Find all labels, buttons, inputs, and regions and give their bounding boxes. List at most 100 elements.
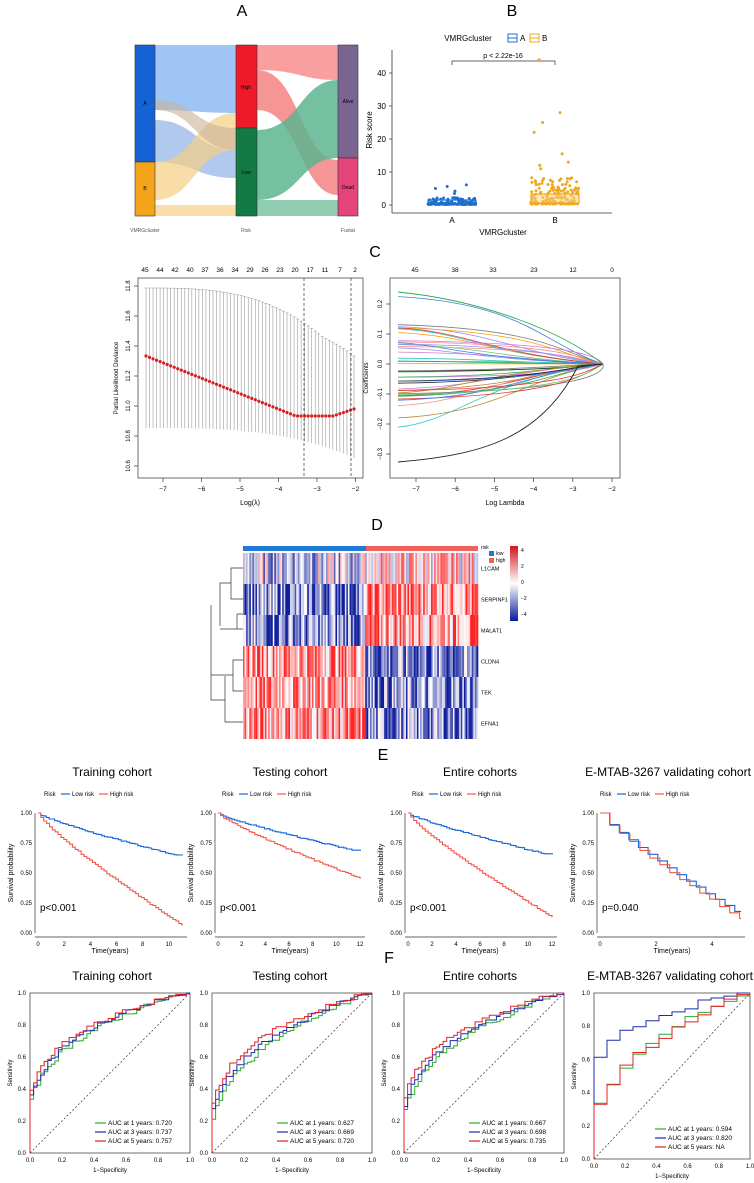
boxplot-xtick-b: B — [552, 216, 557, 225]
roc-xtick-label: 0.0 — [208, 1158, 217, 1164]
km-xtick-label: 6 — [115, 942, 119, 948]
roc-ytick-label: 0.8 — [200, 1023, 209, 1029]
cv-point — [239, 392, 243, 396]
heatmap-cell — [250, 677, 253, 708]
heatmap-cell — [258, 584, 261, 615]
heatmap-cell — [427, 708, 430, 739]
cv-point — [169, 364, 173, 368]
heatmap-cell — [351, 615, 353, 646]
heatmap-cell — [369, 553, 372, 584]
cv-point — [243, 393, 247, 398]
heatmap-cell — [418, 708, 421, 739]
heatmap-cell — [257, 615, 259, 646]
heatmap-cell — [305, 677, 308, 708]
heatmap-cell — [297, 615, 300, 646]
roc-xtick-label: 0.0 — [26, 1158, 35, 1164]
roc-ytick-label: 1.0 — [18, 991, 27, 997]
km-legend-high: High risk — [666, 792, 690, 798]
cv-point — [211, 381, 215, 385]
heatmap-cell — [423, 708, 426, 739]
heatmap-cell — [391, 584, 394, 615]
heatmap-cell — [321, 584, 324, 615]
coef-xtick-label: −3 — [569, 486, 577, 493]
km-legend-title: Risk — [222, 792, 235, 798]
roc-frame — [403, 992, 565, 1154]
heatmap-cell — [275, 584, 278, 615]
roc-xtick-label: 0.6 — [496, 1158, 505, 1164]
roc-xtick-label: 0.4 — [90, 1158, 99, 1164]
heatmap-cell — [407, 615, 410, 646]
heatmap-cell — [456, 553, 458, 584]
heatmap-cell — [271, 708, 274, 739]
heatmap-cell — [374, 708, 377, 739]
heatmap-cell — [305, 553, 308, 584]
heatmap-cell — [429, 615, 432, 646]
flow-high-alive — [257, 45, 338, 80]
heatmap-cell — [446, 646, 449, 677]
heatmap-cell — [449, 553, 452, 584]
heatmap-cell — [252, 584, 255, 615]
heatmap-cell — [255, 553, 258, 584]
heatmap-cell — [431, 646, 433, 677]
heatmap-cell — [471, 708, 474, 739]
heatmap-cell — [261, 646, 264, 677]
km-xtick-label: 8 — [311, 942, 315, 948]
heatmap-cell — [445, 615, 447, 646]
coef-path — [397, 363, 604, 382]
cv-top-tick: 26 — [261, 267, 269, 274]
heatmap-cell — [399, 646, 402, 677]
roc-ytick-label: 0.2 — [200, 1119, 209, 1125]
heatmap-cell — [258, 708, 261, 739]
boxplot-ytick-label: 30 — [377, 102, 386, 111]
heatmap-cell — [471, 646, 474, 677]
heatmap-cell — [401, 646, 404, 677]
heatmap-cell — [305, 615, 308, 646]
heatmap-cell — [401, 708, 404, 739]
heatmap-cell — [307, 708, 310, 739]
heatmap-cell — [387, 584, 389, 615]
heatmap-cell — [346, 615, 349, 646]
coef-path — [397, 343, 604, 365]
boxplot-point-a — [464, 183, 468, 187]
heatmap-cell — [355, 615, 358, 646]
heatmap-cell — [349, 553, 352, 584]
km-ytick-label: 0.50 — [582, 871, 594, 877]
km-xtick-label: 12 — [357, 942, 364, 948]
heatmap-cell — [426, 646, 429, 677]
heatmap-cell — [266, 615, 269, 646]
heatmap-cell — [373, 615, 375, 646]
heatmap-cell — [407, 646, 410, 677]
heatmap-cell — [351, 584, 353, 615]
heatmap-cell — [340, 553, 342, 584]
panel-label-d: D — [371, 517, 383, 534]
heatmap-cell — [460, 677, 463, 708]
cv-point — [352, 407, 356, 411]
heatmap-cell — [391, 553, 394, 584]
heatmap-cell — [313, 584, 316, 615]
heatmap-cell — [257, 584, 259, 615]
heatmap-cell — [443, 646, 446, 677]
coef-ytick-label: −0.1 — [378, 387, 384, 400]
km-panel-1: Training cohort Risk Low risk High risk 0.00… — [8, 765, 187, 955]
heatmap-cell — [282, 708, 285, 739]
roc-xtick-label: 1.0 — [368, 1158, 377, 1164]
heatmap-cell — [305, 646, 308, 677]
cv-point — [306, 414, 310, 418]
coef-path — [397, 291, 604, 365]
heatmap-cell — [283, 646, 286, 677]
heatmap-cell — [311, 615, 314, 646]
heatmap-cell — [394, 553, 397, 584]
heatmap-cell — [247, 646, 250, 677]
node-risk-low — [235, 127, 258, 217]
heatmap-cell — [343, 708, 346, 739]
heatmap-cell — [308, 708, 311, 739]
heatmap-cell — [358, 708, 361, 739]
cv-point — [179, 368, 183, 372]
cv-point — [324, 414, 328, 418]
km-curve-low — [600, 812, 741, 912]
heatmap-cell — [290, 615, 292, 646]
heatmap-cell — [279, 553, 281, 584]
heatmap-cell — [250, 584, 253, 615]
heatmap-cell — [352, 646, 355, 677]
heatmap-cell — [274, 677, 277, 708]
